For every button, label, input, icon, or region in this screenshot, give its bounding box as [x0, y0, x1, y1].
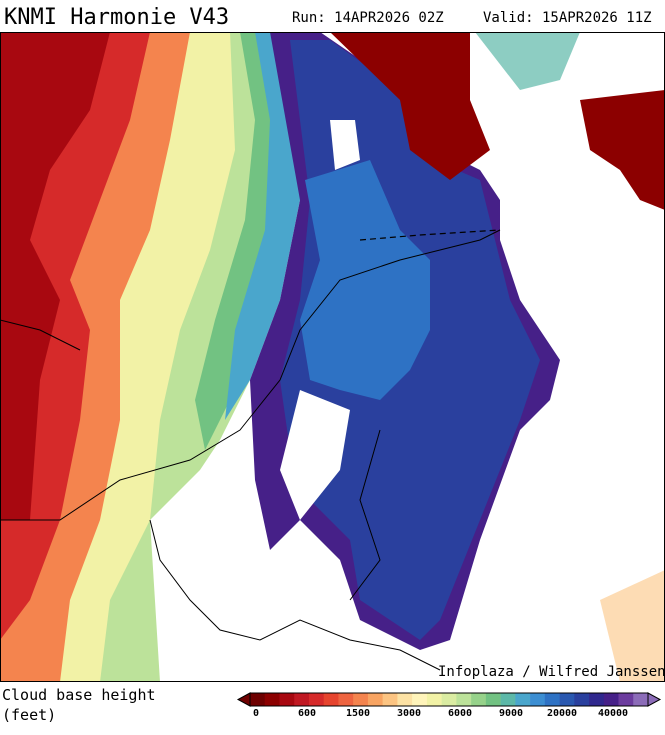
- color-swatch: [441, 693, 457, 706]
- color-swatch: [603, 693, 619, 706]
- legend-tick-label: 3000: [397, 708, 421, 719]
- legend-tick-label: 20000: [547, 708, 577, 719]
- color-swatch: [250, 693, 266, 706]
- color-bar: 0 600 1500 3000 6000 9000 20000 40000: [236, 692, 662, 719]
- color-swatch: [471, 693, 487, 706]
- color-swatch: [294, 693, 310, 706]
- color-bar-arrow: [236, 692, 251, 707]
- color-swatch: [589, 693, 605, 706]
- color-swatch: [633, 693, 649, 706]
- color-swatch: [515, 693, 531, 706]
- color-swatch: [367, 693, 383, 706]
- color-swatch: [559, 693, 575, 706]
- legend-tick-label: 40000: [598, 708, 628, 719]
- color-swatch: [308, 693, 325, 706]
- color-swatch: [382, 693, 398, 706]
- color-swatch: [353, 693, 369, 706]
- credit: Infoplaza / Wilfred Janssen: [438, 664, 665, 680]
- color-swatch: [544, 693, 560, 706]
- color-swatch: [574, 693, 590, 706]
- color-swatch: [530, 693, 546, 706]
- legend-tick-label: 0: [253, 708, 259, 719]
- legend-tick-label: 9000: [499, 708, 523, 719]
- color-swatch: [264, 693, 280, 706]
- map: Infoplaza / Wilfred Janssen: [0, 32, 665, 682]
- color-swatch: [456, 693, 472, 706]
- legend-title: Cloud base height: [2, 686, 156, 704]
- color-swatch: [323, 693, 339, 706]
- legend-unit: (feet): [2, 706, 56, 724]
- color-swatch: [485, 693, 501, 706]
- color-swatch: [500, 693, 516, 706]
- color-bar-arrow: [647, 692, 662, 707]
- title: KNMI Harmonie V43: [4, 5, 229, 30]
- legend-tick-label: 6000: [448, 708, 472, 719]
- color-swatch: [426, 693, 442, 706]
- legend-tick-label: 1500: [346, 708, 370, 719]
- color-swatch: [279, 693, 295, 706]
- color-swatch: [397, 693, 413, 706]
- color-swatch: [618, 693, 634, 706]
- color-swatch: [338, 693, 354, 706]
- valid-time: Valid: 15APR2026 11Z: [483, 10, 652, 26]
- color-swatch: [412, 693, 428, 706]
- legend-tick-label: 600: [298, 708, 316, 719]
- color-bar-frame: [249, 692, 649, 707]
- run-time: Run: 14APR2026 02Z: [292, 10, 444, 26]
